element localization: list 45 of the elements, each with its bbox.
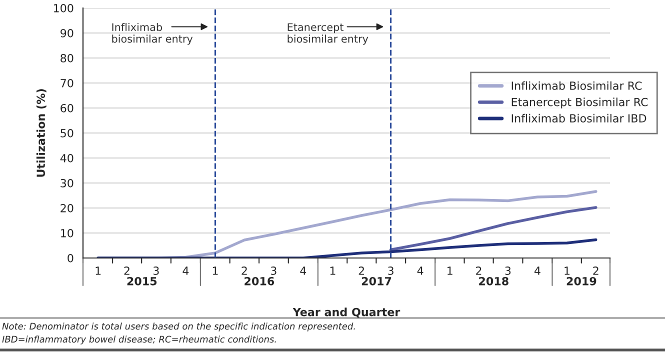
x-tick-label: 2	[124, 266, 130, 275]
x-tick-label: 2	[358, 266, 364, 275]
x-tick-label: 1	[212, 266, 218, 275]
x-axis-title: Year and Quarter	[292, 308, 400, 318]
x-tick-label: 4	[417, 266, 424, 275]
line-series	[96, 238, 598, 258]
y-tick-label: 80	[60, 54, 74, 62]
line-series	[389, 206, 598, 252]
y-tick-label: 60	[60, 104, 74, 112]
ref-line-label: Etanercept biosimilar entry	[288, 23, 368, 45]
x-tick-label: 3	[270, 266, 276, 275]
x-tick-label: 2	[242, 266, 247, 275]
y-axis-title: Utilization (%)	[36, 89, 46, 177]
x-tick-label: 4	[300, 266, 306, 275]
x-tick-label: 3	[388, 266, 394, 275]
ref-line-label: Infliximab biosimilar entry	[112, 23, 193, 45]
x-tick-label: 4	[182, 266, 189, 275]
text: 2018	[479, 276, 508, 286]
y-tick-label: 100	[54, 4, 74, 12]
x-tick-label: 1	[564, 266, 570, 275]
x-tick-label: 4	[534, 266, 540, 275]
y-tick-label: 90	[60, 28, 74, 38]
text: Note: Denominator is total users based on the specific indication represented.	[2, 322, 355, 332]
y-tick-label: 0	[68, 254, 74, 262]
legend-label: Infliximab Biosimilar IBD	[512, 114, 646, 123]
legend-label: Infliximab Biosimilar RC	[512, 81, 642, 90]
x-tick-label: 1	[96, 266, 101, 275]
text: 2016	[244, 276, 274, 286]
y-tick-label: 40	[60, 154, 74, 162]
y-tick-label: 50	[60, 128, 74, 138]
legend-label: Etanercept Biosimilar RC	[512, 98, 648, 108]
x-tick-label: 1	[448, 266, 452, 275]
x-tick-label: 1	[330, 266, 336, 275]
x-tick-label: 2	[593, 266, 598, 275]
y-tick-label: 10	[61, 228, 74, 238]
x-tick-label: 3	[505, 266, 511, 275]
text: 2017	[362, 276, 392, 286]
y-tick-label: 20	[60, 204, 74, 212]
x-tick-label: 3	[153, 266, 159, 275]
x-tick-label: 2	[476, 266, 482, 275]
text: 2019	[566, 276, 596, 286]
text: 2015	[127, 276, 157, 286]
y-tick-label: 30	[60, 178, 74, 188]
y-tick-label: 70	[60, 78, 74, 88]
text: IBD=inflammatory bowel disease; RC=rheumatic conditions.	[2, 336, 276, 344]
